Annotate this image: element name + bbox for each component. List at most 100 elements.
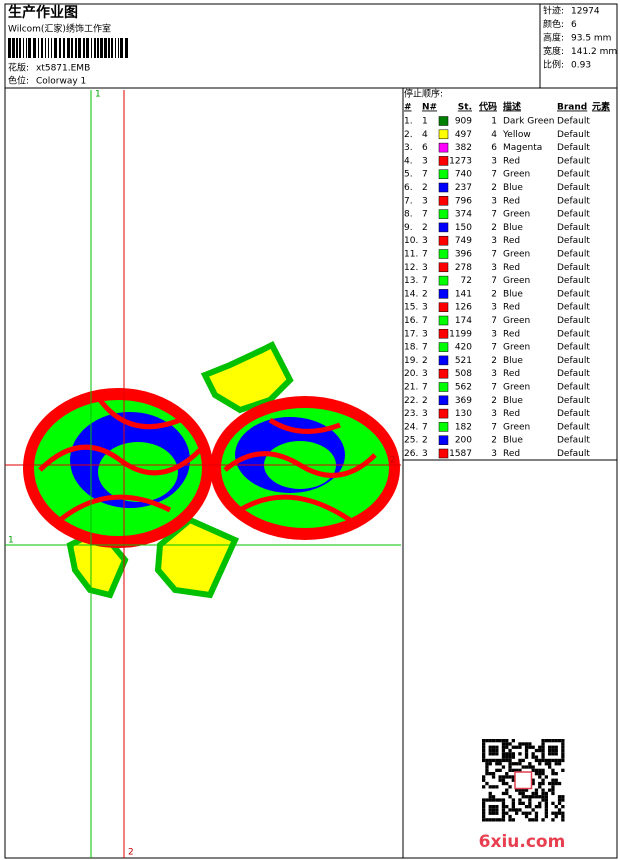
stitches: 369 (455, 396, 472, 406)
color-swatch (438, 182, 449, 193)
qr-module (518, 768, 522, 772)
stitches: 150 (455, 223, 472, 233)
qr-module (515, 788, 519, 792)
qr-module (534, 791, 539, 796)
row-number: 26. (404, 449, 418, 459)
qr-module (554, 781, 558, 786)
color-swatch (438, 275, 449, 286)
qr-module (511, 745, 515, 749)
color-swatch (438, 262, 449, 273)
qr-module (531, 778, 535, 782)
qr-module (518, 762, 522, 766)
qr-module (495, 762, 499, 766)
stitches: 521 (455, 356, 472, 366)
description: Red (503, 263, 520, 273)
qr-module (518, 745, 522, 749)
qr-module (561, 814, 565, 819)
code: 4 (491, 130, 497, 140)
stitches: 237 (455, 183, 472, 193)
needle: 1 (422, 117, 428, 127)
qr-module (534, 772, 539, 776)
qr-module (521, 742, 525, 746)
qr-module (518, 801, 522, 805)
qr-module (538, 785, 542, 789)
qr-module (561, 755, 565, 759)
qr-module (508, 768, 512, 772)
qr-module (551, 739, 555, 743)
color-swatch (438, 315, 449, 326)
watermark: 6xiu.com (479, 832, 566, 852)
qr-module (521, 791, 525, 796)
row-number: 11. (404, 250, 418, 260)
qr-module (524, 805, 529, 809)
qr-module (491, 805, 496, 809)
code: 7 (491, 210, 497, 220)
row-number: 24. (404, 422, 418, 432)
qr-module (528, 805, 532, 809)
qr-module (544, 801, 548, 805)
color-swatch (438, 302, 449, 312)
qr-module (531, 752, 535, 756)
brand: Default (557, 183, 590, 193)
qr-module (541, 742, 545, 746)
row-number: 13. (404, 276, 418, 286)
brand: Default (557, 369, 590, 379)
code: 3 (491, 369, 497, 379)
color-swatch (438, 129, 449, 140)
code: 7 (491, 422, 497, 432)
row-number: 1. (404, 117, 413, 127)
qr-module (518, 752, 522, 756)
qr-module (505, 758, 509, 763)
qr-module (482, 818, 486, 822)
qr-module (557, 798, 562, 802)
description: Blue (503, 183, 523, 193)
description: Red (503, 156, 520, 166)
stitches: 1587 (449, 449, 472, 459)
row-number: 9. (404, 223, 413, 233)
bar (75, 38, 77, 58)
bar (54, 38, 57, 58)
needle: 7 (422, 276, 428, 286)
qr-module (482, 811, 486, 815)
qr-module (501, 814, 506, 819)
qr-module (495, 745, 499, 749)
qr-module (548, 781, 552, 786)
qr-module (488, 795, 492, 799)
qr-module (534, 755, 539, 759)
qr-module (485, 768, 489, 772)
qr-module (557, 739, 562, 743)
qr-module (521, 795, 525, 799)
color-swatch (438, 249, 449, 259)
description: Green (503, 422, 530, 432)
bar (118, 38, 119, 58)
color-swatch (438, 408, 449, 419)
qr-module (557, 811, 562, 815)
qr-module (518, 758, 522, 763)
qr-module (515, 811, 519, 815)
qr-module (482, 758, 486, 763)
qr-module (501, 811, 506, 815)
qr-module (534, 818, 539, 822)
qr-module (495, 785, 499, 789)
qr-module (544, 739, 548, 743)
stitches: 182 (455, 422, 472, 432)
qr-module (541, 745, 545, 749)
qr-module (511, 739, 515, 743)
column-header: 描述 (503, 101, 521, 113)
bar (8, 38, 11, 58)
brand: Default (557, 289, 590, 299)
qr-module (554, 752, 558, 756)
code: 3 (491, 409, 497, 419)
qr-module (544, 775, 548, 779)
qr-module (544, 798, 548, 802)
qr-module (505, 752, 509, 756)
qr-module (501, 791, 506, 796)
needle: 2 (422, 183, 428, 193)
code: 2 (491, 396, 497, 406)
qr-module (508, 808, 512, 812)
qr-module (524, 765, 529, 769)
qr-module (557, 762, 562, 766)
qr-module (511, 768, 515, 772)
qr-module (488, 748, 492, 753)
qr-module (544, 805, 548, 809)
